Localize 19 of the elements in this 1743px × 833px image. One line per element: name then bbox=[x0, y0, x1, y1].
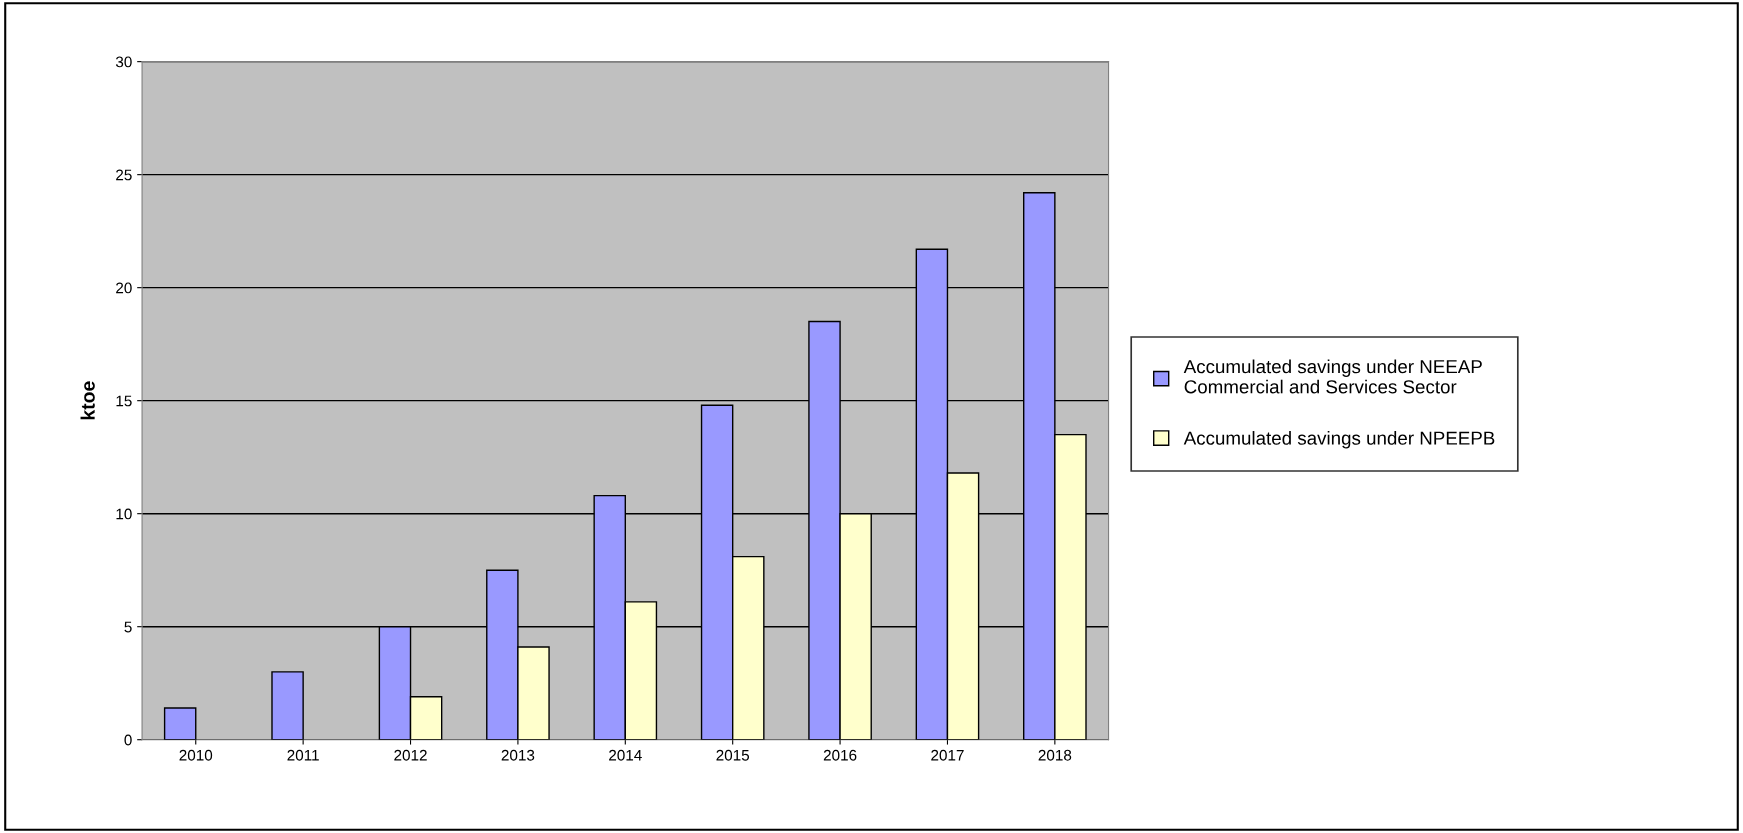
y-axis-title: ktoe bbox=[80, 381, 95, 420]
legend-label: Accumulated savings under NEEAP Commercial and Services Sector bbox=[1183, 359, 1482, 394]
x-tick-label: 2015 bbox=[716, 749, 750, 761]
legend-label: Accumulated savings under NPEEPB bbox=[1183, 431, 1495, 449]
y-tick-label: 25 bbox=[116, 169, 132, 181]
y-tick-label: 0 bbox=[124, 734, 132, 746]
y-tick-label: 20 bbox=[116, 282, 132, 294]
y-tick-label: 5 bbox=[124, 621, 132, 633]
x-tick-label: 2012 bbox=[394, 749, 427, 761]
y-tick-label: 15 bbox=[116, 395, 132, 407]
x-tick-label: 2010 bbox=[179, 749, 213, 761]
x-tick-label: 2014 bbox=[609, 749, 642, 761]
x-tick-label: 2017 bbox=[931, 749, 964, 761]
y-tick-label: 30 bbox=[115, 56, 132, 68]
x-tick-label: 2013 bbox=[501, 749, 535, 761]
x-tick-label: 2018 bbox=[1038, 749, 1072, 761]
x-tick-label: 2016 bbox=[823, 749, 857, 761]
x-tick-label: 2011 bbox=[287, 749, 319, 761]
y-tick-label: 10 bbox=[116, 508, 132, 520]
